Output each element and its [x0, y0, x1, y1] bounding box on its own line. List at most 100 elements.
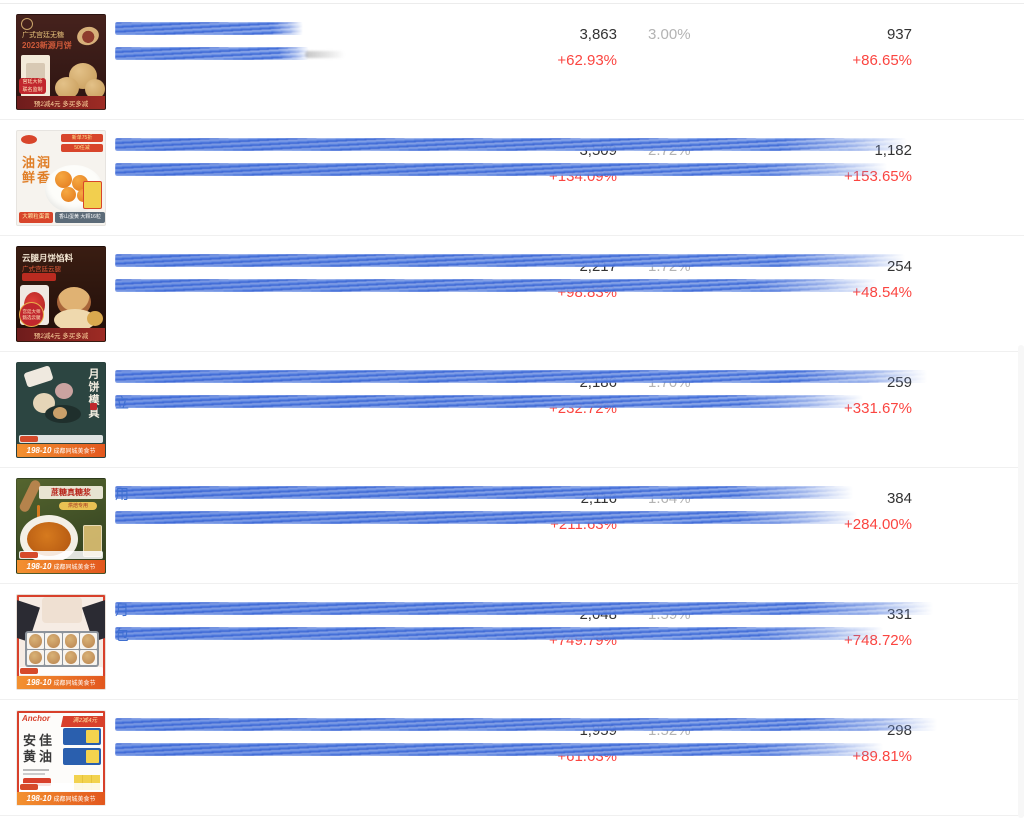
promo-badge: 宫廷大师 甄选云腿: [19, 302, 44, 327]
redaction-scribble: [115, 627, 883, 640]
product-thumbnail[interactable]: 198-10 成都同城美食节: [16, 594, 106, 690]
egg-yolk: [61, 187, 76, 202]
redaction-scribble: [115, 370, 927, 383]
promo-strip: [19, 435, 103, 443]
product-thumbnail[interactable]: 蔗糖真糖浆 烘焙专用 198-10 成都同城美食节: [16, 478, 106, 574]
redaction-scribble: [115, 395, 863, 408]
mooncake: [54, 309, 96, 331]
metric-secondary-change: +86.65%: [852, 52, 912, 69]
product-title-redacted[interactable]: 立: [115, 352, 945, 467]
promo-strip: [19, 667, 103, 675]
promo-chip: 大颗粒蛋黄: [19, 212, 53, 223]
redaction-scribble: [115, 279, 877, 292]
title-lead-char: 包: [115, 627, 129, 643]
product-title-redacted[interactable]: [115, 236, 945, 351]
redaction-scribble: [115, 602, 933, 615]
metric-secondary-change: +284.00%: [844, 516, 912, 533]
thumb-slogan: 油润 鲜香: [22, 155, 53, 185]
mooncake: [55, 77, 79, 99]
metric-main-value: 3,863: [579, 26, 617, 43]
redaction-scribble: [115, 47, 309, 60]
promo-banner: 198-10 成都同城美食节: [17, 792, 105, 805]
product-title-redacted[interactable]: 月 包: [115, 584, 945, 699]
product-thumbnail[interactable]: Anchor 满2减4元 安佳 黄油 198-10 成都同城美食节: [16, 710, 106, 806]
product-thumbnail[interactable]: 新单75折 50任减 油润 鲜香 大颗粒蛋黄 香山蛋黄 大颗16粒: [16, 130, 106, 226]
redaction-tail: [305, 51, 345, 58]
redaction-scribble: [115, 163, 887, 176]
egg-yolk: [55, 171, 72, 188]
person-body: [42, 597, 82, 623]
product-title-redacted[interactable]: [115, 700, 945, 815]
mold-circle: [55, 383, 73, 399]
mooncake: [87, 311, 103, 326]
promo-strip: [19, 551, 103, 559]
butter-pack: [63, 728, 101, 745]
promo-banner: 198-10 成都同城美食节: [17, 444, 105, 457]
redaction-scribble: [115, 138, 907, 151]
thumb-text: 广式宫廷云腿: [22, 266, 61, 273]
syrup-drip: [37, 505, 40, 521]
product-title-redacted[interactable]: 用: [115, 468, 945, 583]
decorative-line: [23, 769, 49, 771]
product-title-redacted[interactable]: [115, 4, 945, 119]
promo-chip: [22, 273, 56, 281]
promo-ribbon: 满2减4元: [60, 716, 105, 727]
promo-chip: 香山蛋黄 大颗16粒: [55, 212, 105, 223]
title-lead-char: 月: [115, 602, 129, 618]
mold-cylinder: [23, 365, 54, 388]
title-lead-char: 立: [115, 395, 129, 411]
product-pack: [83, 181, 102, 209]
thumb-text: 2023新源月饼: [22, 41, 72, 50]
metric-secondary-value: 384: [886, 490, 912, 507]
mooncake: [85, 79, 105, 99]
thumb-text: 云腿月饼馅料: [22, 253, 74, 263]
brand-logo-icon: [21, 18, 33, 30]
product-thumbnail[interactable]: 月饼模具 198-10 成都同城美食节: [16, 362, 106, 458]
title-lead-char: 用: [115, 486, 129, 502]
redaction-scribble: [115, 22, 303, 35]
red-seal-icon: [90, 403, 97, 410]
promo-chip: 50任减: [61, 144, 103, 152]
product-name: 安佳 黄油: [23, 733, 56, 764]
promo-banner: 198-10 成都同城美食节: [17, 676, 105, 689]
mooncake: [53, 407, 67, 419]
redaction-scribble: [115, 511, 857, 524]
thumb-slogan: 蔗糖真糖浆: [39, 486, 103, 499]
mooncake-tray: [25, 631, 99, 667]
redaction-scribble: [115, 718, 937, 731]
redaction-scribble: [115, 486, 853, 499]
product-thumbnail[interactable]: 云腿月饼馅料 广式宫廷云腿 宫廷大师 甄选云腿 预2减4元 多买多减: [16, 246, 106, 342]
thumb-text: 广式宫廷无糖: [22, 32, 64, 39]
promo-badge: 宫廷大师 联名监制: [19, 78, 46, 94]
promo-chip: 新单75折: [61, 134, 103, 142]
metric-main-change: +62.93%: [557, 52, 617, 69]
metric-secondary-value: 937: [886, 26, 912, 43]
promo-chip: [23, 778, 51, 786]
brand-logo-icon: [21, 135, 37, 144]
promo-banner: 预2减4元 多买多减: [17, 328, 105, 341]
vertical-scrollbar[interactable]: [1018, 345, 1024, 818]
thumb-vertical-title: 月饼模具: [87, 368, 99, 420]
product-title-redacted[interactable]: [115, 120, 945, 235]
metric-rate: 3.00%: [648, 26, 691, 43]
decorative-line: [23, 773, 45, 775]
promo-strip: [19, 783, 103, 791]
mooncake-cut: [75, 24, 101, 48]
brand-logo-text: Anchor: [22, 714, 50, 723]
redaction-scribble: [115, 743, 883, 756]
butter-pack: [63, 748, 101, 765]
promo-banner: 198-10 成都同城美食节: [17, 560, 105, 573]
promo-chip: 烘焙专用: [59, 502, 97, 510]
product-ranking-table: 广式宫廷无糖 2023新源月饼 宫廷大师 联名监制 预2减4元 多买多减 3,86…: [0, 3, 1024, 816]
product-thumbnail[interactable]: 广式宫廷无糖 2023新源月饼 宫廷大师 联名监制 预2减4元 多买多减: [16, 14, 106, 110]
promo-banner: 预2减4元 多买多减: [17, 96, 105, 109]
table-row: 广式宫廷无糖 2023新源月饼 宫廷大师 联名监制 预2减4元 多买多减 3,86…: [0, 4, 1024, 120]
redaction-scribble: [115, 254, 905, 267]
syrup: [27, 522, 71, 556]
